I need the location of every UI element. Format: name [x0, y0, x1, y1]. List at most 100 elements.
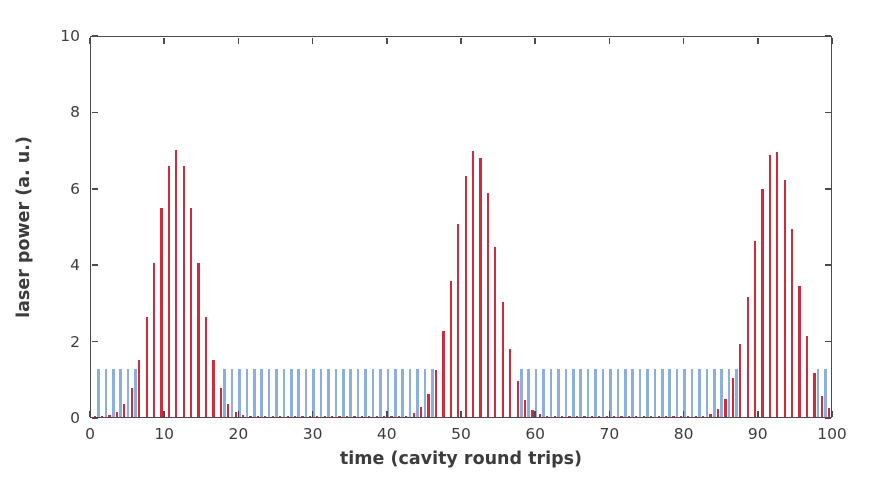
axis-tick	[163, 37, 165, 44]
y-tick-label: 10	[60, 27, 80, 45]
blue-bar	[111, 368, 115, 417]
red-bar	[316, 415, 319, 417]
blue-bar	[416, 368, 419, 417]
red-bar	[531, 410, 534, 417]
axis-tick	[824, 264, 831, 266]
blue-bar	[304, 368, 308, 417]
blue-bar	[616, 368, 620, 417]
red-bar	[175, 149, 178, 417]
red-bar	[323, 415, 326, 417]
blue-bar	[601, 368, 605, 417]
red-bar	[561, 415, 564, 417]
red-bar	[538, 414, 542, 417]
blue-bar	[290, 368, 293, 417]
x-tick-label: 90	[747, 425, 768, 443]
axis-tick	[386, 37, 388, 44]
x-tick-label: 100	[817, 425, 847, 443]
axis-tick	[824, 188, 831, 190]
red-bar	[264, 415, 267, 417]
x-tick-label: 0	[85, 425, 95, 443]
blue-bar	[134, 368, 137, 417]
red-bar	[635, 415, 638, 417]
axis-tick	[237, 37, 240, 44]
y-tick-label: 4	[70, 256, 80, 275]
red-bar	[279, 415, 282, 417]
axis-tick	[91, 35, 98, 37]
red-bar	[546, 415, 549, 417]
blue-bar	[275, 368, 278, 417]
red-bar	[190, 208, 193, 417]
red-bar	[739, 344, 742, 417]
axis-tick	[386, 410, 388, 417]
red-bar	[338, 415, 341, 417]
axis-tick	[163, 410, 165, 417]
red-bar	[798, 285, 801, 417]
red-bar	[390, 415, 393, 417]
blue-bar	[712, 368, 716, 417]
red-bar	[115, 412, 119, 417]
red-bar	[553, 415, 556, 417]
blue-bar	[349, 368, 352, 417]
x-tick-label: 50	[451, 425, 471, 443]
blue-bar	[609, 368, 612, 417]
red-bar	[227, 404, 230, 417]
red-bar	[412, 413, 415, 417]
blue-bar	[364, 368, 367, 417]
red-bar	[368, 415, 371, 417]
axis-tick	[757, 410, 759, 417]
red-bar	[464, 175, 467, 417]
blue-bar	[690, 368, 694, 417]
red-bar	[145, 317, 148, 417]
blue-bar	[334, 368, 338, 417]
blue-bar	[104, 368, 108, 417]
red-bar	[449, 280, 452, 417]
red-bar	[605, 415, 608, 417]
red-bar	[130, 387, 133, 417]
axis-tick	[460, 37, 462, 44]
red-bar	[612, 415, 616, 417]
red-bar	[575, 415, 579, 417]
blue-bar	[119, 368, 122, 417]
axis-tick	[89, 410, 91, 417]
axis-tick	[91, 340, 98, 343]
red-bar	[627, 415, 631, 417]
blue-bar	[824, 368, 827, 417]
red-bar	[650, 415, 653, 417]
y-axis-label: laser power (a. u.)	[14, 136, 34, 318]
blue-bar	[549, 368, 553, 417]
blue-bar	[238, 368, 241, 417]
blue-bar	[319, 368, 323, 417]
red-bar	[442, 331, 445, 417]
red-bar	[813, 372, 816, 417]
red-bar	[234, 412, 237, 417]
red-bar	[353, 415, 356, 417]
axis-tick	[608, 410, 611, 417]
red-bar	[167, 165, 171, 417]
y-tick-label: 6	[70, 179, 80, 198]
red-bar	[716, 409, 720, 417]
red-bar	[382, 415, 386, 417]
blue-bar	[520, 368, 523, 417]
red-bar	[776, 152, 779, 417]
y-tick-label: 8	[70, 103, 80, 122]
red-bar	[516, 381, 519, 417]
axis-tick	[89, 37, 91, 44]
red-bar	[308, 415, 311, 417]
blue-bar	[297, 368, 301, 417]
blue-bar	[282, 368, 286, 417]
axis-tick	[534, 410, 536, 417]
axis-tick	[824, 417, 831, 419]
red-bar	[828, 407, 831, 417]
red-bar	[434, 369, 438, 417]
axis-tick	[91, 417, 98, 419]
blue-bar	[720, 368, 723, 417]
axis-tick	[824, 111, 831, 114]
red-bar	[494, 246, 497, 417]
blue-bar	[245, 368, 249, 417]
red-bar	[694, 415, 697, 417]
red-bar	[687, 415, 690, 417]
axis-tick	[534, 37, 536, 44]
blue-bar	[527, 368, 531, 417]
blue-bar	[542, 368, 545, 417]
y-tick-label: 0	[70, 409, 80, 427]
